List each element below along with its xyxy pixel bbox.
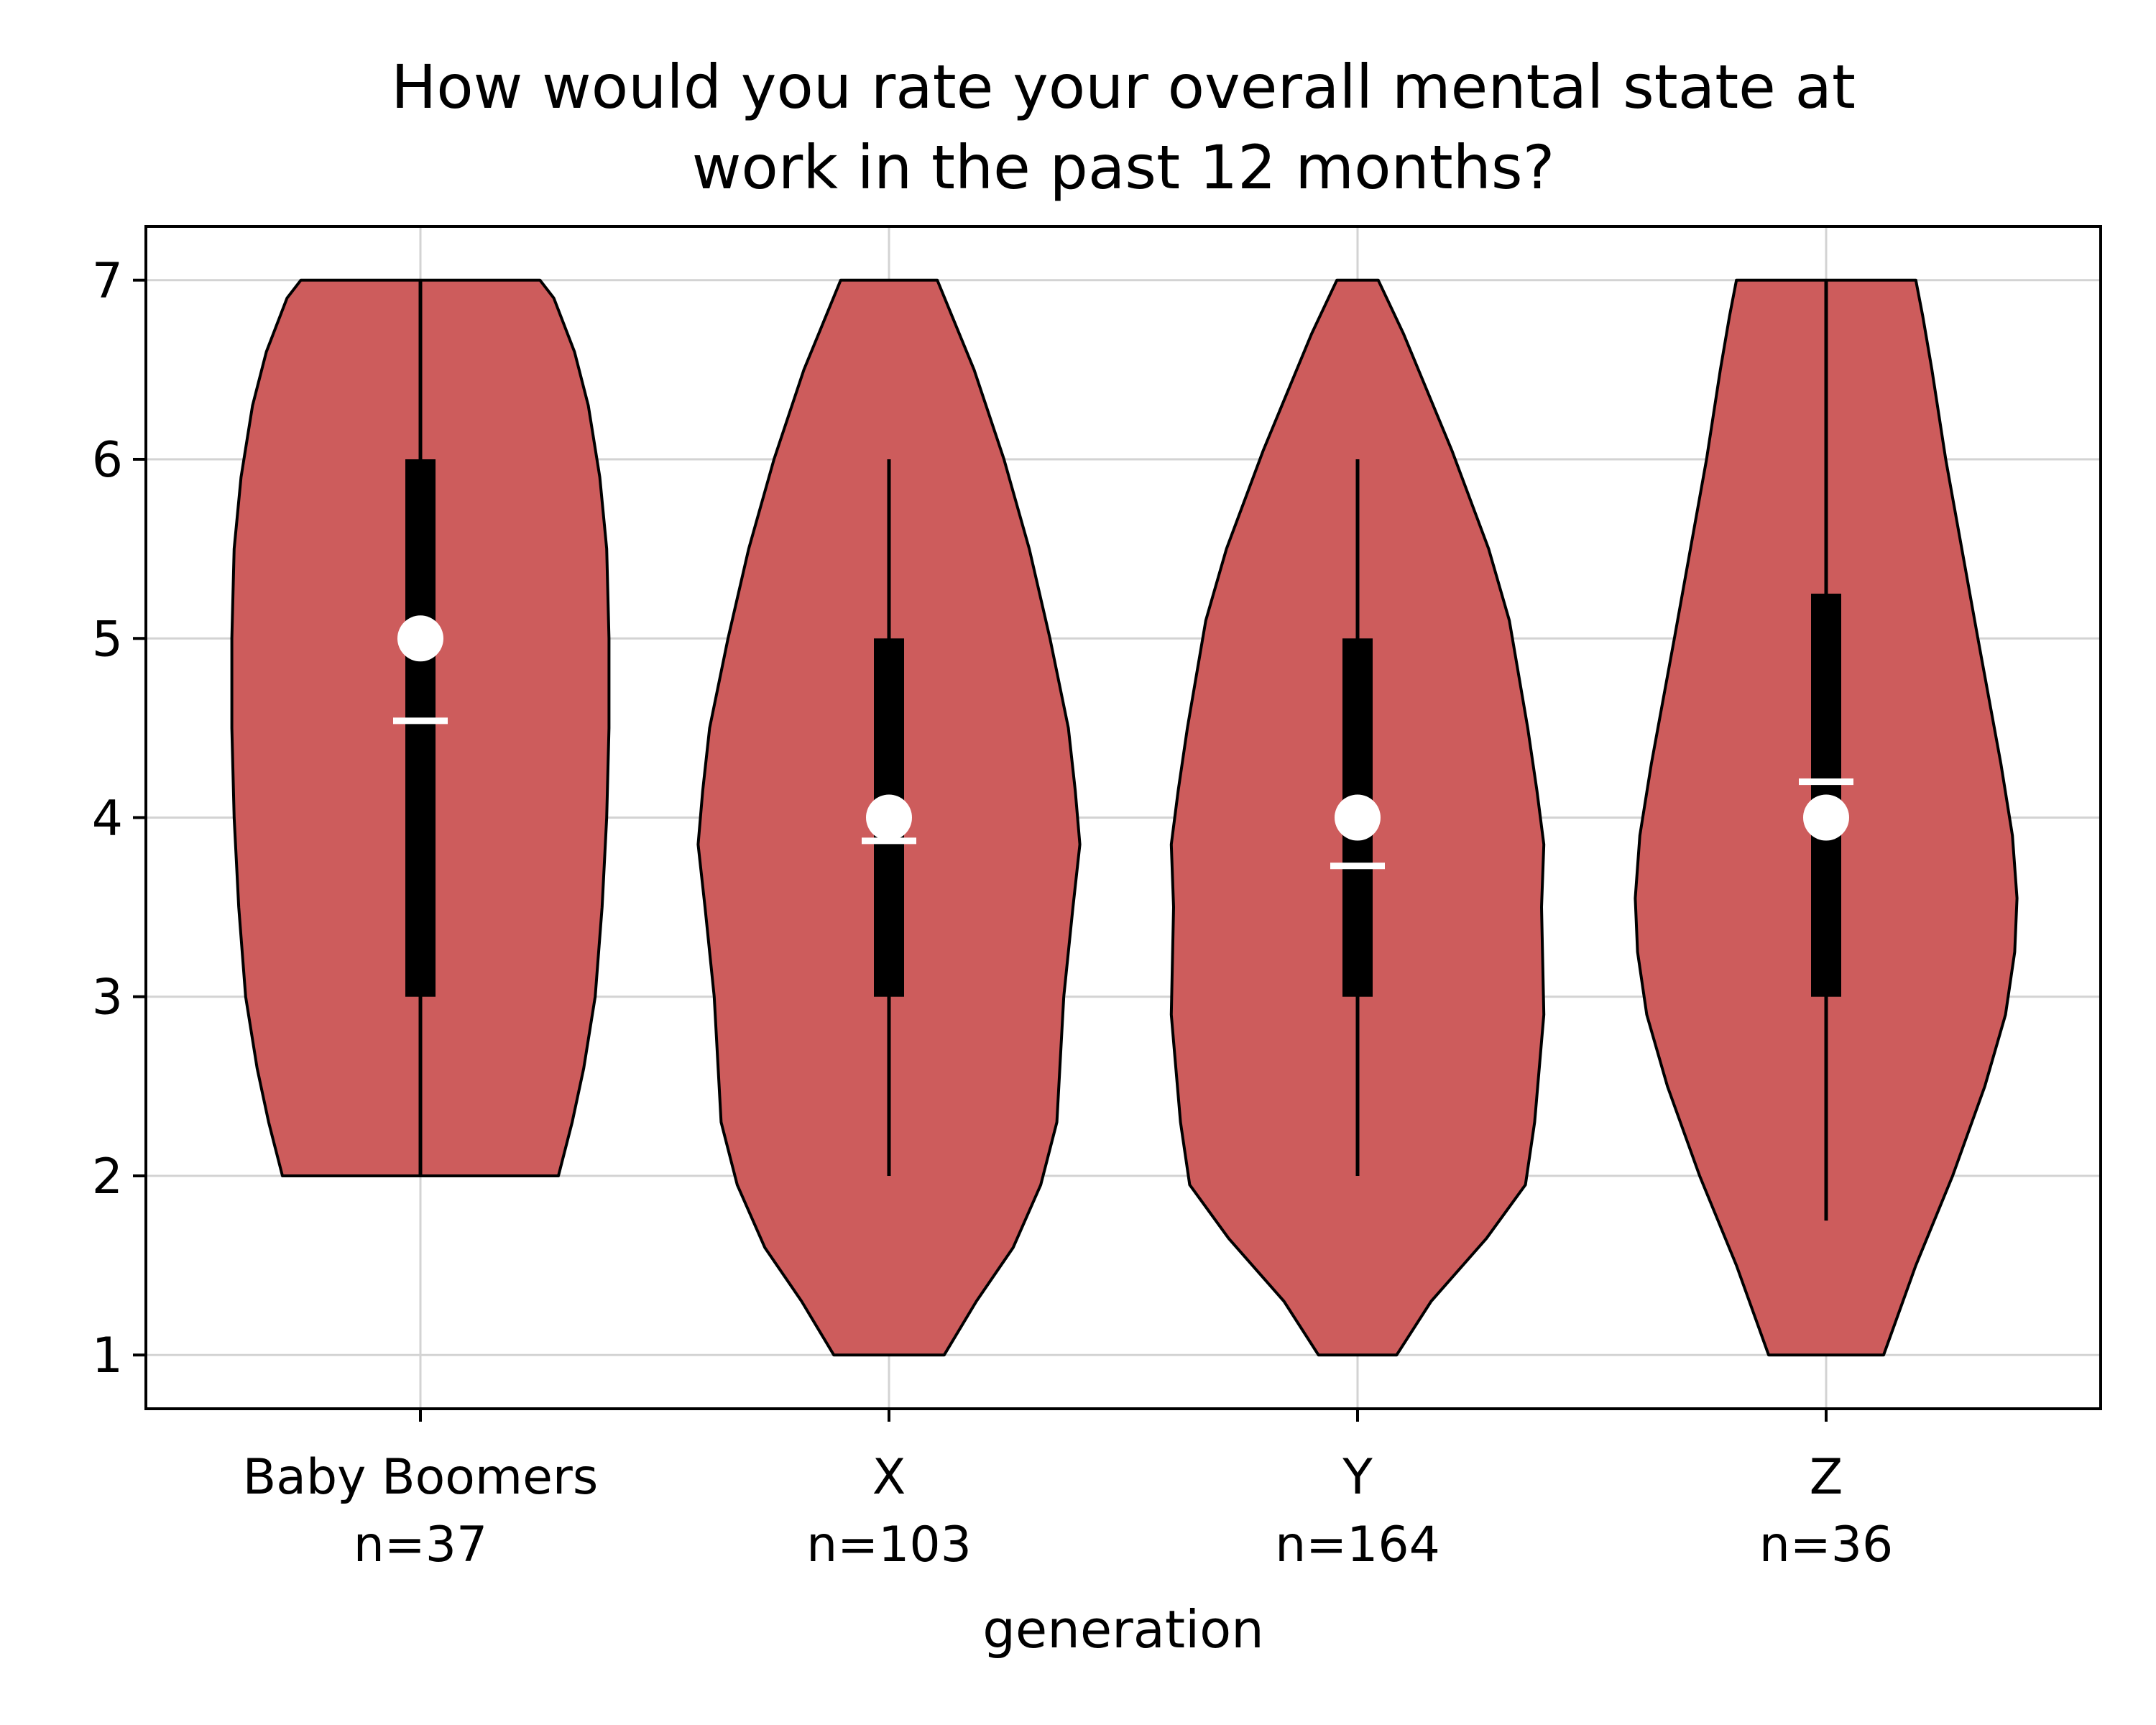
chart-title-line-2: work in the past 12 months? <box>692 132 1555 203</box>
x-axis-title: generation <box>982 1599 1264 1660</box>
x-tick-count-label: n=36 <box>1759 1517 1894 1573</box>
x-tick-count-label: n=103 <box>806 1517 972 1573</box>
y-tick-label: 6 <box>92 432 123 489</box>
x-tick-label: Baby Boomers <box>243 1449 599 1506</box>
y-tick-label: 1 <box>92 1328 123 1384</box>
box-overlays <box>393 280 1853 1221</box>
y-tick-label: 4 <box>92 791 123 847</box>
x-tick-label: Z <box>1810 1449 1843 1506</box>
x-tick-count-label: n=164 <box>1275 1517 1440 1573</box>
x-tick-label: X <box>872 1449 906 1506</box>
y-axis: 1 2 3 4 5 6 7 <box>92 253 146 1384</box>
y-tick-label: 2 <box>92 1149 123 1205</box>
median-marker <box>866 794 912 841</box>
x-tick-label: Y <box>1342 1449 1373 1506</box>
y-tick-label: 3 <box>92 970 123 1026</box>
x-tick-count-label: n=37 <box>354 1517 488 1573</box>
chart-title-line-1: How would you rate your overall mental s… <box>391 52 1856 122</box>
iqr-box <box>405 459 436 997</box>
median-marker <box>1335 794 1381 841</box>
y-tick-label: 5 <box>92 611 123 668</box>
x-axis: Baby Boomers n=37 Xn=103 Yn=164 Zn=36 <box>243 1409 1894 1573</box>
median-marker <box>397 615 443 662</box>
median-marker <box>1803 794 1849 841</box>
y-tick-label: 7 <box>92 253 123 310</box>
violins <box>230 278 2019 1357</box>
